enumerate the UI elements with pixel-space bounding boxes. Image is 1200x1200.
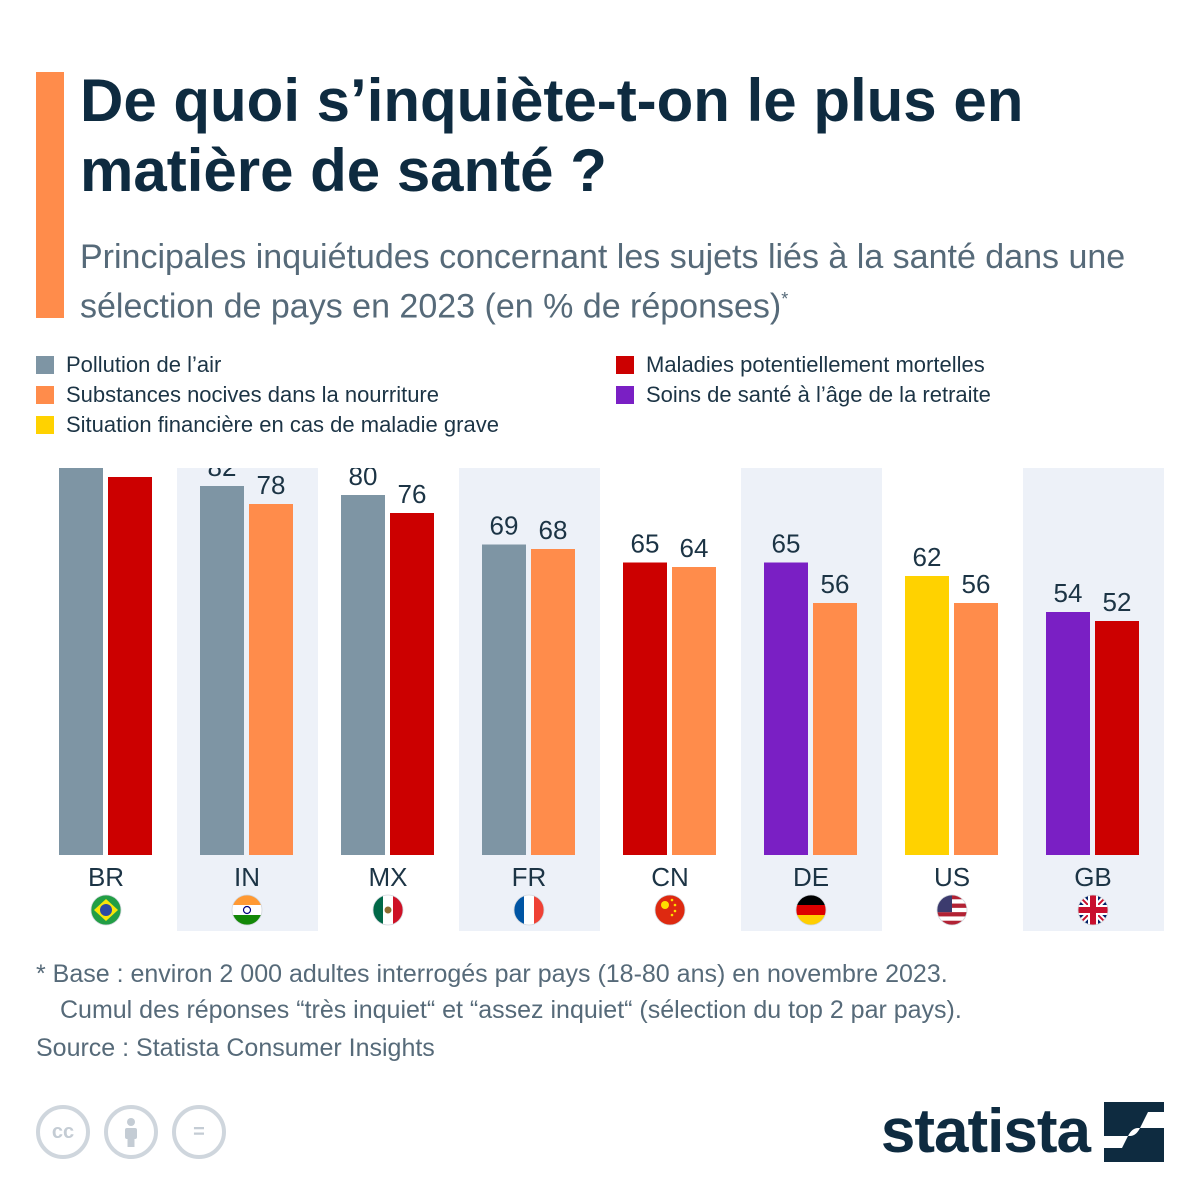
- no-derivatives-icon[interactable]: =: [172, 1105, 226, 1159]
- uk-flag-outline: [1077, 894, 1109, 926]
- mexico-flag: [373, 895, 403, 925]
- footnote-line-1: * Base : environ 2 000 adultes interrogé…: [36, 960, 948, 988]
- brazil-flag: [91, 895, 121, 925]
- attribution-icon[interactable]: [104, 1105, 158, 1159]
- source-text: Source : Statista Consumer Insights: [36, 1034, 435, 1062]
- title-accent-bar: [36, 72, 64, 318]
- legend-label-pollution: Pollution de l’air: [66, 352, 222, 377]
- value-label-us-substances: 56: [962, 569, 991, 599]
- country-label-cn: CN: [651, 862, 689, 892]
- uk-flag: [1078, 895, 1108, 925]
- legend-item-soins: Soins de santé à l’âge de la retraite: [616, 382, 991, 408]
- india-flag: [232, 895, 262, 925]
- legend-label-substances: Substances nocives dans la nourriture: [66, 382, 439, 407]
- value-label-cn-substances: 64: [680, 533, 709, 563]
- legend-label-soins: Soins de santé à l’âge de la retraite: [646, 382, 991, 407]
- bar-cn-maladies: [623, 562, 667, 855]
- value-label-in-substances: 78: [257, 470, 286, 500]
- bar-in-pollution: [200, 486, 244, 855]
- china-flag-outline: [654, 894, 686, 926]
- country-label-de: DE: [793, 862, 829, 892]
- legend: Pollution de l’air Substances nocives da…: [36, 352, 1176, 444]
- bar-in-substances: [249, 504, 293, 855]
- legend-item-maladies: Maladies potentiellement mortelles: [616, 352, 985, 378]
- value-label-gb-maladies: 52: [1103, 587, 1132, 617]
- france-flag-outline: [513, 894, 545, 926]
- bar-de-soins: [764, 562, 808, 855]
- value-label-in-pollution: 82: [208, 468, 237, 482]
- country-label-fr: FR: [512, 862, 547, 892]
- legend-swatch-soins: [616, 386, 634, 404]
- germany-flag: [796, 895, 826, 925]
- legend-item-pollution: Pollution de l’air: [36, 352, 221, 378]
- legend-label-financiere: Situation financière en cas de maladie g…: [66, 412, 499, 437]
- bar-fr-pollution: [482, 544, 526, 855]
- value-label-gb-soins: 54: [1054, 578, 1083, 608]
- legend-swatch-substances: [36, 386, 54, 404]
- footnote: * Base : environ 2 000 adultes interrogé…: [36, 956, 1176, 1028]
- cc-icon-text: cc: [51, 1120, 75, 1143]
- bar-fr-substances: [531, 549, 575, 855]
- bar-us-financiere: [905, 576, 949, 855]
- country-label-gb: GB: [1074, 862, 1112, 892]
- country-label-in: IN: [234, 862, 260, 892]
- chart-subtitle: Principales inquiétudes concernant les s…: [80, 236, 1180, 327]
- no-derivatives-icon-text: =: [193, 1120, 205, 1143]
- legend-label-maladies: Maladies potentiellement mortelles: [646, 352, 985, 377]
- country-label-br: BR: [88, 862, 124, 892]
- mexico-flag-outline: [372, 894, 404, 926]
- subtitle-text: Principales inquiétudes concernant les s…: [80, 238, 1126, 326]
- subtitle-footnote-marker: *: [781, 289, 789, 309]
- bar-chart: 8684BR8278IN8076MX6968FR6564CN6556DE6256…: [59, 468, 1164, 931]
- value-label-us-financiere: 62: [913, 542, 942, 572]
- legend-item-financiere: Situation financière en cas de maladie g…: [36, 412, 499, 438]
- cc-icon[interactable]: cc: [36, 1105, 90, 1159]
- bar-de-substances: [813, 603, 857, 855]
- usa-flag-outline: [936, 894, 968, 926]
- logo-text: statista: [880, 1097, 1091, 1166]
- country-label-mx: MX: [369, 862, 408, 892]
- value-label-de-substances: 56: [821, 569, 850, 599]
- legend-item-substances: Substances nocives dans la nourriture: [36, 382, 439, 408]
- bar-gb-maladies: [1095, 621, 1139, 855]
- value-label-mx-pollution: 80: [349, 468, 378, 491]
- statista-logo[interactable]: statista: [881, 1096, 1164, 1167]
- germany-flag-outline: [795, 894, 827, 926]
- value-label-fr-pollution: 69: [490, 511, 519, 541]
- license-icons: cc =: [36, 1105, 226, 1159]
- brazil-flag-outline: [90, 894, 122, 926]
- france-flag: [514, 895, 544, 925]
- china-flag: [655, 895, 685, 925]
- bar-cn-substances: [672, 567, 716, 855]
- bar-br-maladies: [108, 477, 152, 855]
- bar-gb-soins: [1046, 612, 1090, 855]
- footnote-line-2: Cumul des réponses “très inquiet“ et “as…: [60, 996, 962, 1024]
- value-label-cn-maladies: 65: [631, 529, 660, 559]
- attribution-person-glyph: [125, 1118, 137, 1147]
- legend-swatch-financiere: [36, 416, 54, 434]
- value-label-fr-substances: 68: [539, 515, 568, 545]
- value-label-br-maladies: 84: [116, 468, 145, 473]
- country-label-us: US: [934, 862, 970, 892]
- legend-swatch-pollution: [36, 356, 54, 374]
- statista-logo-icon: [1104, 1101, 1164, 1162]
- bar-mx-maladies: [390, 513, 434, 855]
- value-label-mx-maladies: 76: [398, 479, 427, 509]
- bar-mx-pollution: [341, 495, 385, 855]
- bar-br-pollution: [59, 468, 103, 855]
- bar-us-substances: [954, 603, 998, 855]
- value-label-de-soins: 65: [772, 529, 801, 559]
- india-flag-outline: [231, 894, 263, 926]
- legend-swatch-maladies: [616, 356, 634, 374]
- chart-title: De quoi s’inquiète-t-on le plus en matiè…: [80, 67, 1024, 204]
